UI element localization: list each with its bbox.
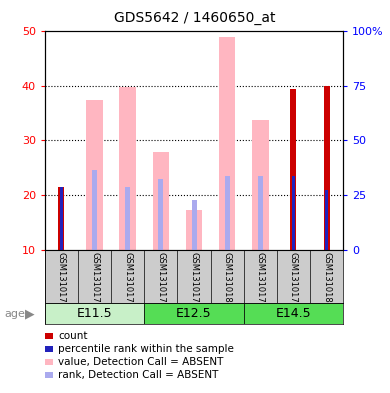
Text: age: age: [4, 309, 25, 320]
Bar: [225, 176, 230, 250]
Bar: [152, 152, 169, 250]
Bar: [252, 120, 269, 250]
Text: GSM1310174: GSM1310174: [156, 252, 165, 308]
Bar: [324, 86, 330, 250]
Bar: [325, 189, 328, 250]
Text: rank, Detection Call = ABSENT: rank, Detection Call = ABSENT: [58, 370, 218, 380]
Bar: [58, 187, 64, 250]
Bar: [244, 303, 343, 324]
Text: E12.5: E12.5: [176, 307, 212, 320]
Bar: [92, 171, 97, 250]
Bar: [86, 99, 103, 250]
Text: GSM1310173: GSM1310173: [57, 252, 66, 309]
Text: GSM1310176: GSM1310176: [90, 252, 99, 309]
Bar: [186, 210, 202, 250]
Bar: [219, 37, 236, 250]
Bar: [258, 176, 263, 250]
Bar: [144, 303, 244, 324]
Text: value, Detection Call = ABSENT: value, Detection Call = ABSENT: [58, 357, 223, 367]
Text: GSM1310181: GSM1310181: [322, 252, 331, 308]
Text: E14.5: E14.5: [276, 307, 311, 320]
Bar: [45, 303, 144, 324]
Text: GSM1310175: GSM1310175: [256, 252, 265, 308]
Text: GSM1310177: GSM1310177: [190, 252, 199, 309]
Bar: [158, 179, 163, 250]
Text: GSM1310179: GSM1310179: [123, 252, 132, 308]
Bar: [191, 200, 197, 250]
Bar: [60, 187, 63, 250]
Text: count: count: [58, 331, 88, 341]
Text: GDS5642 / 1460650_at: GDS5642 / 1460650_at: [114, 11, 276, 25]
Text: E11.5: E11.5: [77, 307, 112, 320]
Text: GSM1310178: GSM1310178: [289, 252, 298, 309]
Bar: [119, 87, 136, 250]
Text: GSM1310180: GSM1310180: [223, 252, 232, 308]
Text: ▶: ▶: [25, 308, 35, 321]
Bar: [292, 176, 295, 250]
Text: percentile rank within the sample: percentile rank within the sample: [58, 344, 234, 354]
Bar: [291, 89, 296, 250]
Bar: [125, 187, 130, 250]
